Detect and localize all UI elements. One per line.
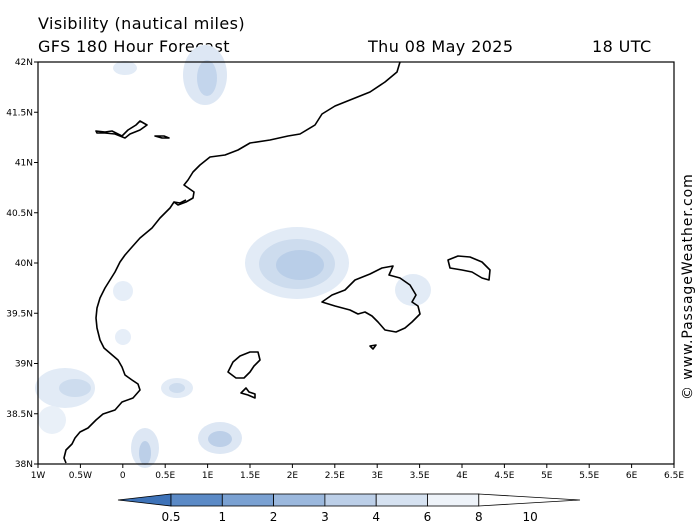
ebro-delta xyxy=(173,199,187,204)
columbretes-islands xyxy=(95,120,170,139)
vis-patch xyxy=(38,406,66,434)
vis-patch xyxy=(276,250,324,280)
legend-swatch xyxy=(324,493,377,507)
legend-label: 6 xyxy=(424,510,432,524)
vis-patch xyxy=(169,383,185,393)
lon-label: 3.5E xyxy=(410,471,430,481)
legend-label: 0.5 xyxy=(161,510,180,524)
legend-swatch xyxy=(375,493,428,507)
menorca xyxy=(447,255,491,281)
vis-patch xyxy=(113,281,133,301)
lon-label: 0.5W xyxy=(69,471,92,481)
vis-patch xyxy=(113,61,137,75)
lat-label: 41N xyxy=(15,159,33,169)
legend-label: 10 xyxy=(522,510,537,524)
lon-label: 6E xyxy=(626,471,638,481)
legend-label: 1 xyxy=(218,510,226,524)
longitude-axis: 1W 0.5W 0 0.5E 1E 1.5E 2E 2.5E 3E 3.5E 4E 4.5E 5E 5.5… xyxy=(31,464,684,481)
latitude-axis: 42N 41.5N 41N 40.5N 40N 39.5N 39N 38.5N 38N xyxy=(6,58,38,470)
vis-patch xyxy=(139,441,151,465)
lat-label: 40N xyxy=(15,259,33,269)
chart-title: Visibility (nautical miles) xyxy=(38,14,246,33)
coastline xyxy=(63,61,491,464)
cabrera xyxy=(369,344,377,350)
vis-patch xyxy=(208,431,232,447)
forecast-date: Thu 08 May 2025 xyxy=(368,37,514,56)
lat-label: 38.5N xyxy=(6,410,33,420)
lon-label: 5E xyxy=(541,471,553,481)
map-frame xyxy=(37,61,675,465)
lat-label: 38N xyxy=(15,460,33,470)
lat-label: 41.5N xyxy=(6,108,33,118)
vis-patch xyxy=(59,379,91,397)
legend-label: 3 xyxy=(321,510,329,524)
lon-label: 3E xyxy=(371,471,383,481)
visibility-field xyxy=(35,45,431,468)
lon-label: 0.5E xyxy=(155,471,175,481)
lat-label: 39N xyxy=(15,360,33,370)
lon-label: 1.5E xyxy=(240,471,260,481)
formentera xyxy=(240,387,256,399)
legend-colorbar: 0.5 1 2 3 4 6 8 10 xyxy=(117,493,581,524)
vis-patch xyxy=(115,329,131,345)
lon-label: 5.5E xyxy=(579,471,599,481)
lat-label: 40.5N xyxy=(6,209,33,219)
forecast-label: GFS 180 Hour Forecast xyxy=(38,37,230,56)
lon-label: 4.5E xyxy=(494,471,514,481)
lon-label: 2E xyxy=(287,471,299,481)
mainland-coast xyxy=(63,61,401,464)
lon-label: 0 xyxy=(120,471,126,481)
legend-arrow-right xyxy=(478,493,581,507)
legend-label: 4 xyxy=(372,510,380,524)
legend-swatch xyxy=(221,493,275,507)
mallorca xyxy=(321,265,421,333)
lon-label: 1W xyxy=(31,471,46,481)
lat-label: 39.5N xyxy=(6,309,33,319)
legend-swatch xyxy=(427,493,480,507)
lon-label: 6.5E xyxy=(664,471,684,481)
lon-label: 4E xyxy=(456,471,468,481)
lon-label: 1E xyxy=(202,471,214,481)
legend-arrow-left xyxy=(117,493,172,507)
lon-label: 2.5E xyxy=(325,471,345,481)
forecast-time: 18 UTC xyxy=(592,37,652,56)
vis-patch xyxy=(197,60,217,96)
lat-label: 42N xyxy=(15,58,33,68)
ibiza xyxy=(227,351,261,379)
legend-swatch xyxy=(273,493,326,507)
legend-label: 2 xyxy=(270,510,278,524)
legend-label: 8 xyxy=(475,510,483,524)
legend-swatch xyxy=(170,493,223,507)
